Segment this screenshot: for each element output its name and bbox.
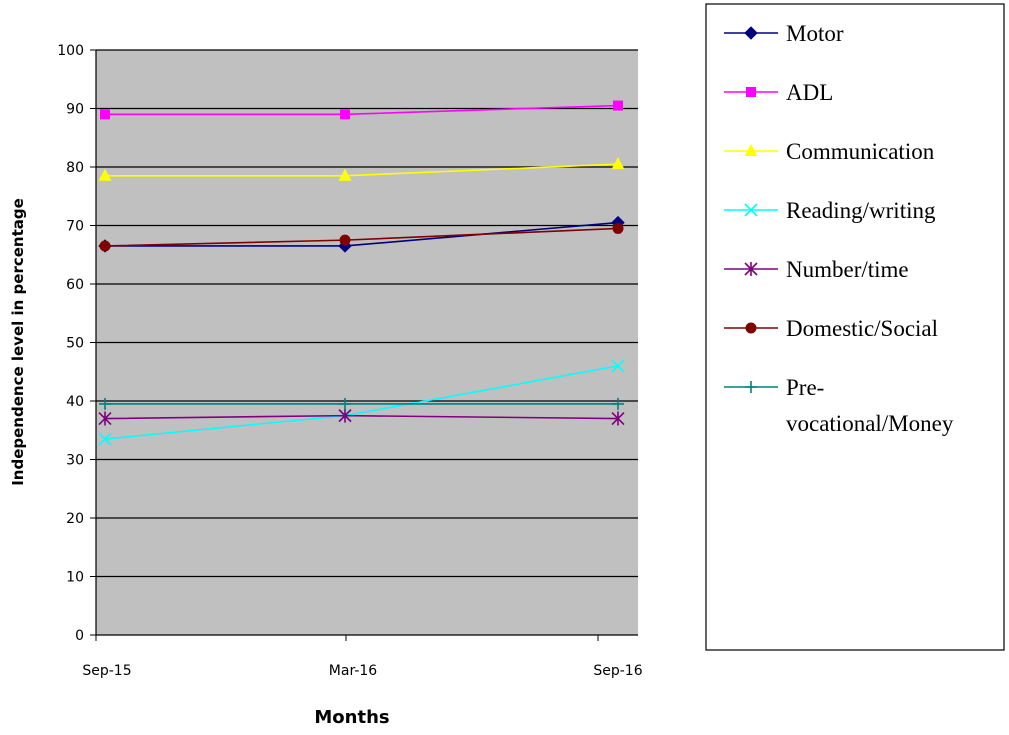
- series-2: [98, 157, 625, 181]
- legend-label: Domestic/Social: [786, 316, 938, 341]
- legend-entry: Number/time: [724, 257, 909, 282]
- y-tick-label: 10: [66, 570, 84, 586]
- data-point: [339, 234, 351, 246]
- legend-marker: [744, 144, 758, 156]
- data-point: [613, 100, 623, 111]
- data-point: [612, 397, 624, 410]
- data-point: [99, 240, 111, 252]
- y-tick-label: 0: [75, 628, 84, 644]
- data-point: [98, 168, 112, 181]
- legend-marker: [744, 262, 758, 276]
- x-tick-labels: Sep-15 Mar-16 Sep-16: [82, 635, 643, 679]
- legend-label: Pre-: [786, 375, 824, 400]
- data-point: [99, 397, 111, 410]
- legend-label: ADL: [786, 80, 833, 105]
- series-4: [98, 408, 625, 426]
- y-tick-label: 70: [66, 219, 84, 235]
- legend-entry: Communication: [724, 139, 935, 164]
- legend-marker: [745, 322, 757, 334]
- series-1: [100, 100, 623, 120]
- y-tick-label: 30: [66, 453, 84, 469]
- y-tick-label: 40: [66, 394, 84, 410]
- legend-marker: [744, 26, 758, 40]
- x-axis-title: Months: [314, 707, 389, 728]
- series-5: [99, 222, 624, 252]
- legend-label: vocational/Money: [786, 411, 954, 436]
- legend-label: Number/time: [786, 257, 909, 282]
- y-tick-label: 50: [66, 336, 84, 352]
- y-tick-label: 80: [66, 160, 84, 176]
- legend-entry: Motor: [724, 21, 844, 46]
- y-tick-label: 100: [57, 43, 84, 59]
- legend-label: Communication: [786, 139, 935, 164]
- data-point: [612, 222, 624, 234]
- x-tick-label: Sep-15: [82, 663, 131, 679]
- legend-entry: Pre-vocational/Money: [724, 375, 954, 436]
- data-point: [338, 408, 352, 423]
- legend-entry: ADL: [724, 80, 833, 105]
- legend: Motor ADL Communication Reading/writing Numb…: [705, 3, 1005, 651]
- data-point: [98, 432, 112, 446]
- legend-entry: Reading/writing: [724, 198, 936, 223]
- data-point: [611, 157, 625, 170]
- series-6: [99, 397, 624, 410]
- y-axis-title: Independence level in percentage: [9, 198, 27, 486]
- y-tick-label: 20: [66, 511, 84, 527]
- x-tick-label: Sep-16: [593, 663, 642, 679]
- y-tick-labels: 0 10 20 30 40 50 60 70 80 90 100: [57, 43, 84, 644]
- series: [98, 100, 625, 446]
- y-tick-label: 60: [66, 277, 84, 293]
- data-point: [611, 359, 625, 373]
- legend-entry: Domestic/Social: [724, 316, 938, 341]
- data-point: [338, 168, 352, 181]
- axes: [95, 50, 638, 636]
- legend-label: Motor: [786, 21, 844, 46]
- data-point: [340, 109, 350, 120]
- data-point: [611, 411, 625, 426]
- gridlines: [90, 49, 638, 636]
- x-tick-label: Mar-16: [329, 663, 377, 679]
- legend-marker: [745, 381, 757, 393]
- legend-marker: [746, 87, 756, 97]
- data-point: [98, 411, 112, 426]
- data-point: [100, 109, 110, 120]
- y-tick-label: 90: [66, 102, 84, 118]
- legend-marker: [744, 203, 758, 217]
- data-point: [339, 397, 351, 410]
- legend-label: Reading/writing: [786, 198, 936, 223]
